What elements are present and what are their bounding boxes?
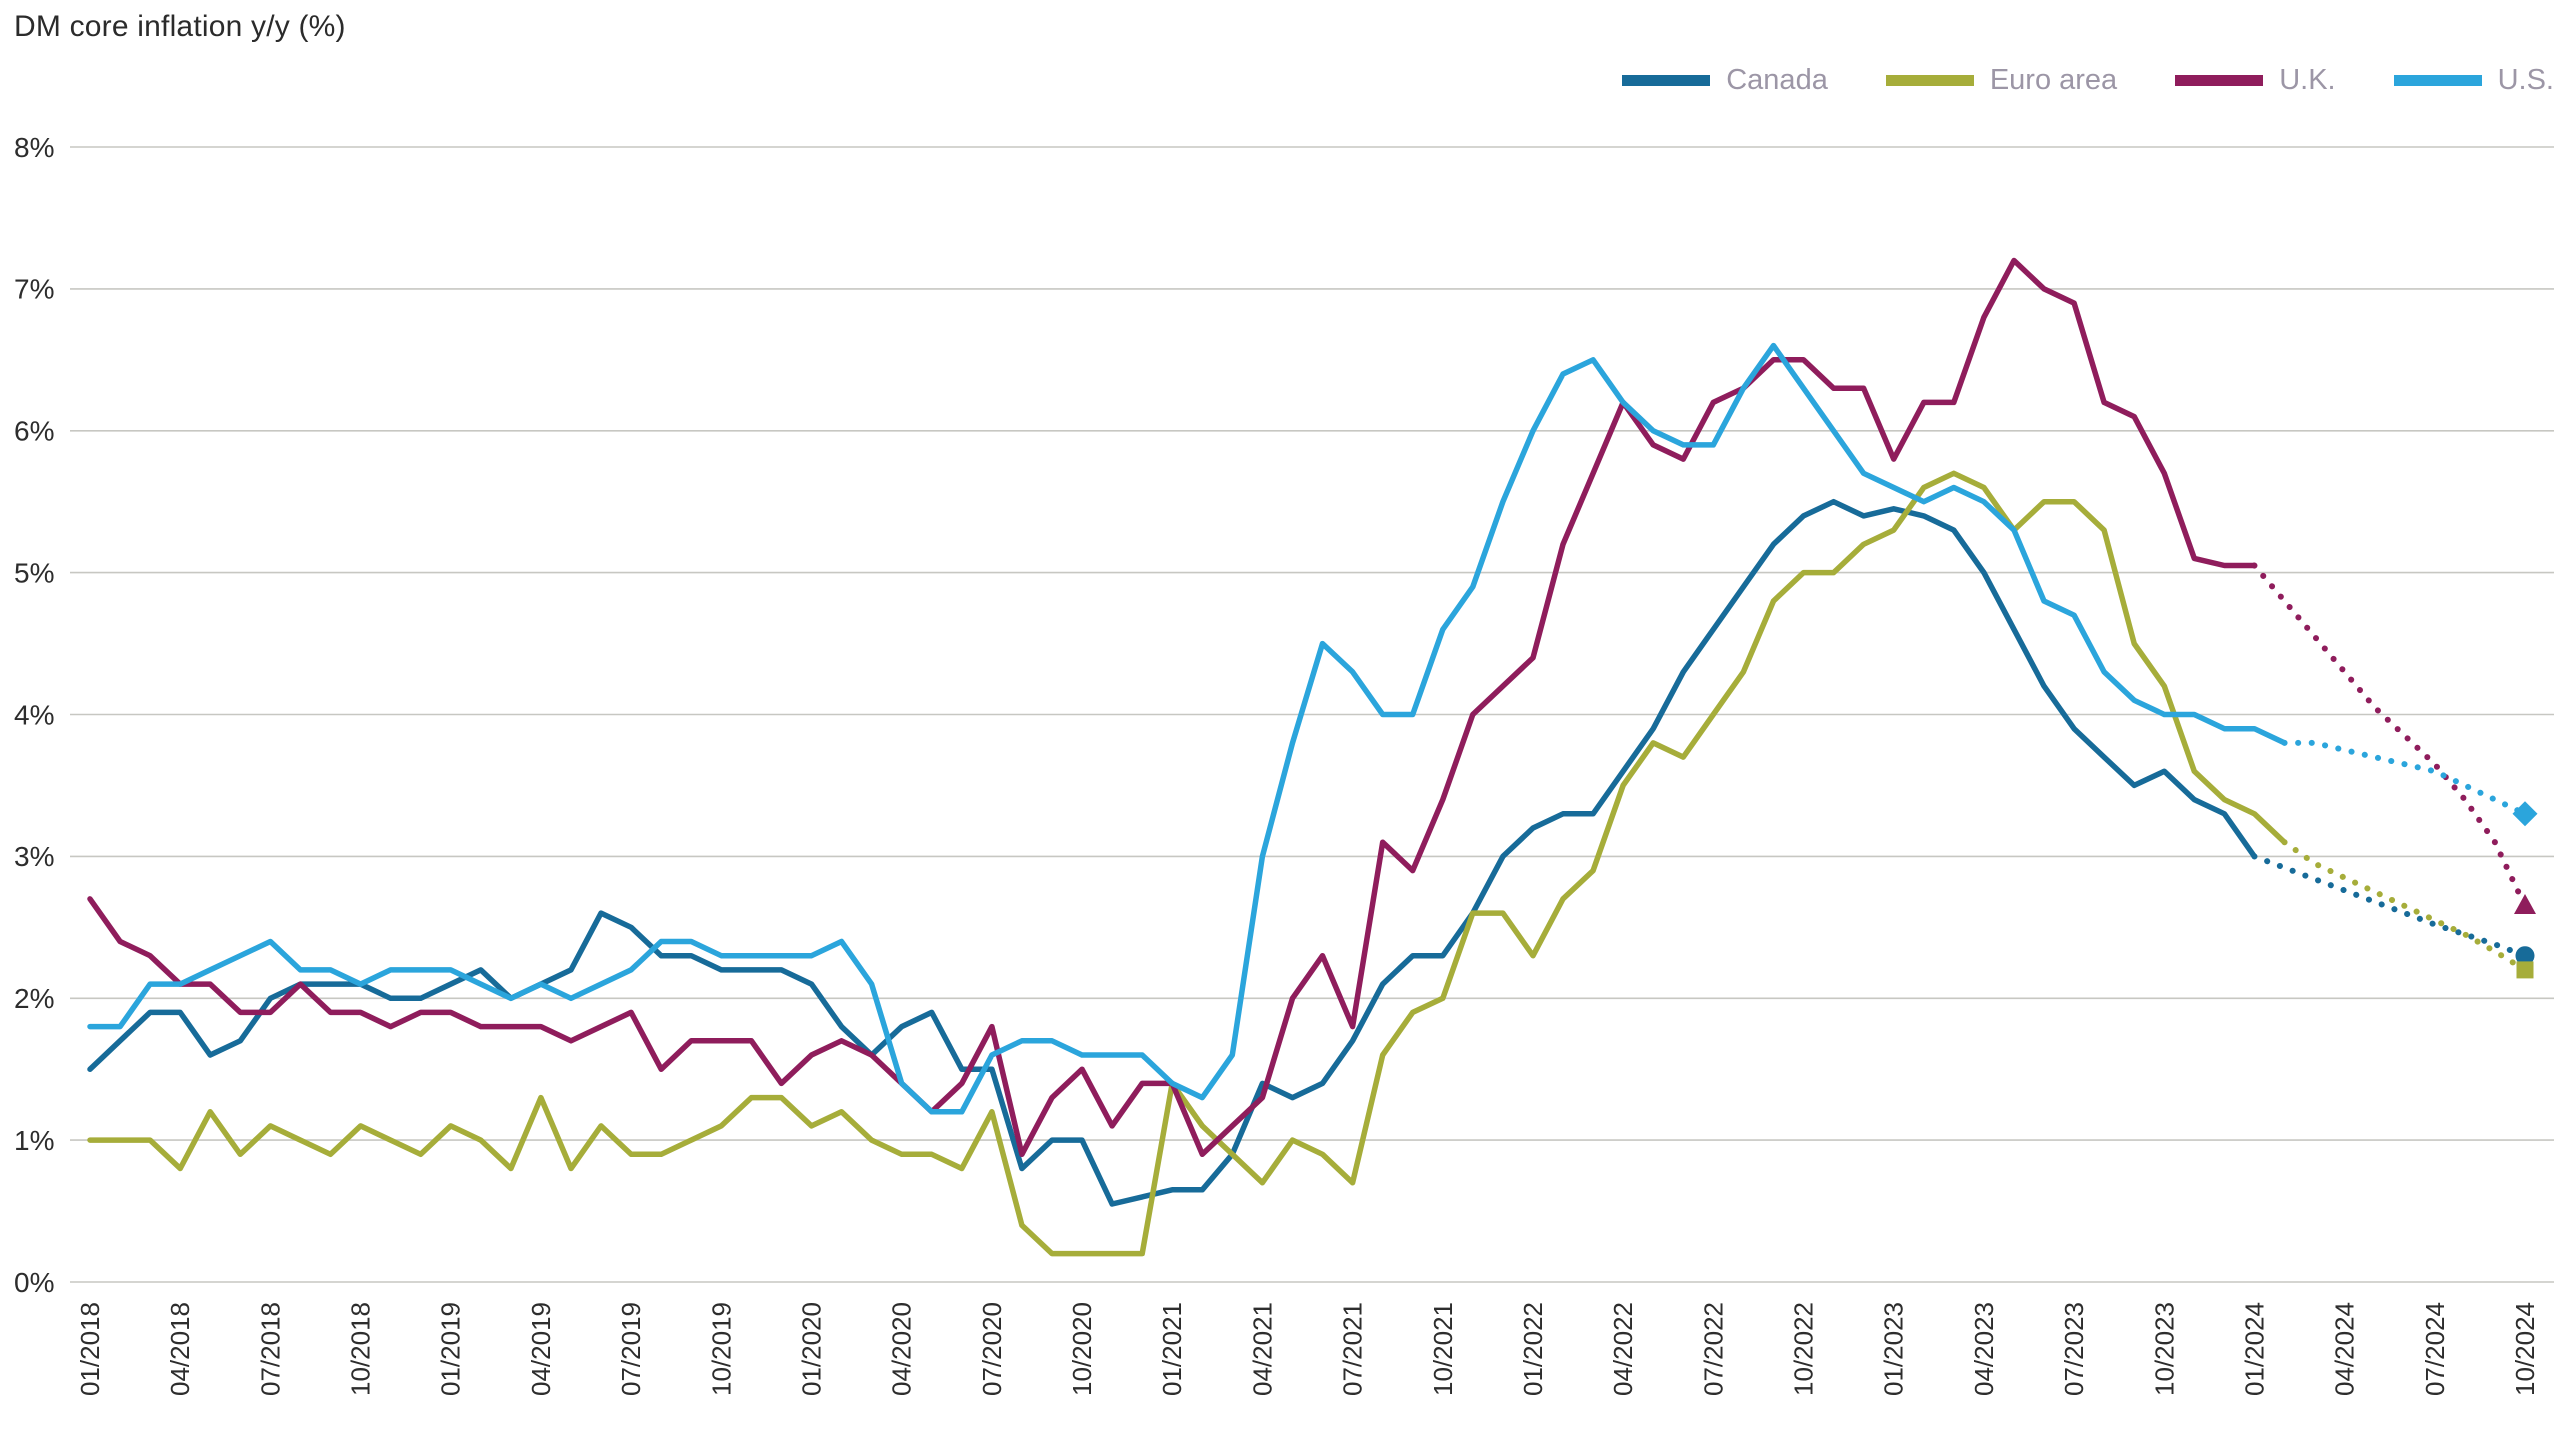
chart-title: DM core inflation y/y (%) [14,10,346,43]
x-tick-label: 01/2020 [796,1302,826,1396]
legend-swatch-euro-area [1885,75,1974,86]
x-tick-label: 07/2024 [2420,1302,2450,1396]
series-forecast-euro-area [2281,839,2528,973]
x-tick-label: 10/2019 [706,1302,736,1396]
series-line-uk [87,257,2258,1158]
x-tick-label: 04/2020 [887,1302,917,1396]
x-tick-label: 01/2019 [436,1302,466,1396]
x-tick-label: 07/2019 [616,1302,646,1396]
x-tick-label: 10/2021 [1428,1302,1458,1396]
x-tick-label: 04/2019 [526,1302,556,1396]
y-tick-label: 7% [14,274,54,305]
x-tick-label: 01/2024 [2239,1302,2269,1396]
x-axis-labels: 01/2018 04/2018 07/2018 10/2018 01/2019 04/20… [75,1302,2540,1396]
series-marker-us [2512,801,2538,827]
legend-swatch-canada [1622,75,1711,86]
y-tick-label: 5% [14,557,54,588]
x-tick-label: 10/2020 [1067,1302,1097,1396]
series-marker-euro-area [2516,961,2534,979]
x-tick-label: 10/2023 [2149,1302,2179,1396]
legend-item-uk: U.K. [2175,64,2336,97]
series-marker-uk [2514,894,2536,914]
x-tick-label: 01/2023 [1879,1302,1909,1396]
y-tick-label: 6% [14,416,54,447]
x-tick-label: 07/2023 [2059,1302,2089,1396]
y-tick-label: 1% [14,1125,54,1156]
x-tick-label: 07/2021 [1338,1302,1368,1396]
legend-swatch-us [2393,75,2482,86]
y-tick-label: 0% [14,1267,54,1298]
x-tick-label: 04/2021 [1247,1302,1277,1396]
x-tick-label: 07/2020 [977,1302,1007,1396]
chart-legend: Canada Euro area U.K. U.S. [1622,64,2554,97]
series-line-us [87,342,2288,1115]
series-line-euro-area [87,470,2288,1257]
legend-label-us: U.S. [2497,64,2554,96]
legend-item-euro-area: Euro area [1885,64,2118,97]
legend-label-canada: Canada [1726,64,1828,96]
x-tick-label: 01/2018 [75,1302,105,1396]
x-tick-label: 04/2023 [1969,1302,1999,1396]
series-line-canada [87,498,2258,1207]
x-tick-label: 10/2018 [346,1302,376,1396]
x-tick-label: 07/2018 [255,1302,285,1396]
legend-item-us: U.S. [2393,64,2554,97]
series-forecast-uk [2251,562,2528,909]
series-canada [87,498,2535,1207]
x-tick-label: 04/2022 [1608,1302,1638,1396]
y-tick-label: 4% [14,699,54,730]
x-tick-label: 01/2022 [1518,1302,1548,1396]
series-marker-canada [2515,946,2535,966]
y-axis-labels: 0% 1% 2% 3% 4% 5% 6% 7% 8% [14,132,54,1298]
series-forecast-us [2281,739,2528,817]
series-us [87,342,2538,1115]
y-tick-label: 8% [14,132,54,163]
legend-swatch-uk [2175,75,2264,86]
x-tick-label: 04/2024 [2330,1302,2360,1396]
x-tick-label: 01/2021 [1157,1302,1187,1396]
x-tick-label: 07/2022 [1698,1302,1728,1396]
x-tick-label: 04/2018 [165,1302,195,1396]
series-euro-area [87,470,2534,1257]
legend-label-euro-area: Euro area [1989,64,2118,96]
x-tick-label: 10/2022 [1789,1302,1819,1396]
legend-item-canada: Canada [1622,64,1828,97]
x-tick-label: 10/2024 [2510,1302,2540,1396]
series-forecast-canada [2251,853,2528,959]
y-tick-label: 2% [14,983,54,1014]
y-tick-label: 3% [14,841,54,872]
legend-label-uk: U.K. [2279,64,2336,96]
